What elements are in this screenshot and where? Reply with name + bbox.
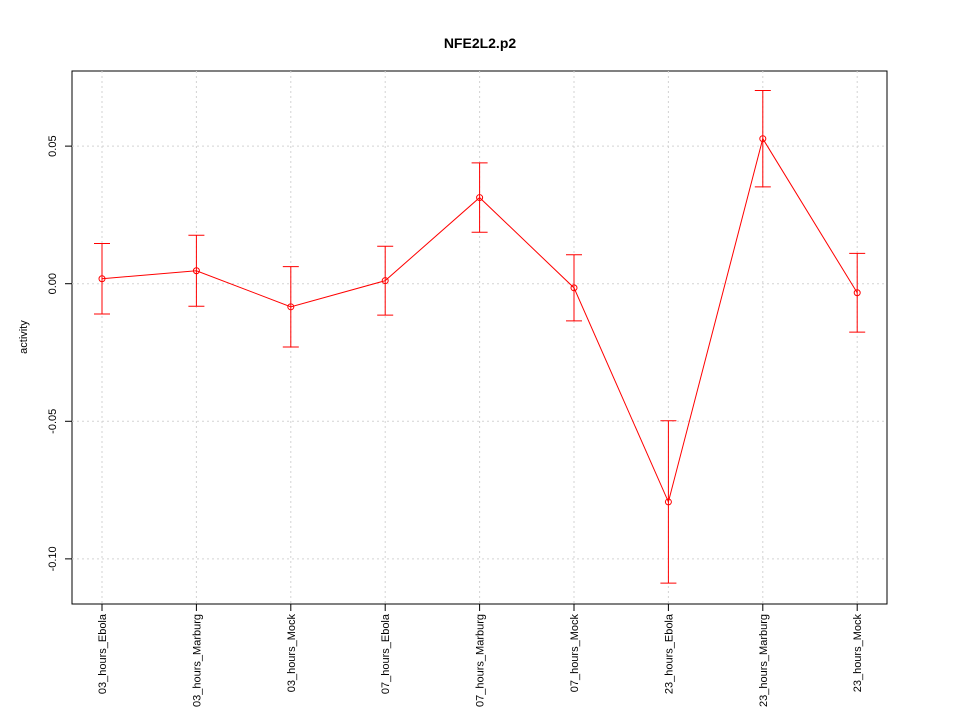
data-point	[570, 284, 578, 292]
y-tick-label: -0.10	[47, 546, 59, 571]
data-point	[287, 303, 295, 311]
x-tick-label: 07_hours_Mock	[569, 614, 581, 693]
data-point	[664, 498, 672, 506]
chart-title: NFE2L2.p2	[444, 35, 517, 51]
data-point	[192, 267, 200, 275]
y-axis-label: activity	[18, 320, 30, 354]
error-bar	[377, 245, 394, 316]
x-tick-label: 03_hours_Ebola	[97, 613, 109, 694]
error-bar	[849, 252, 866, 333]
data-point	[381, 277, 389, 285]
x-tick-label: 03_hours_Mock	[286, 614, 298, 693]
error-bar	[660, 420, 677, 584]
error-bar	[754, 90, 771, 188]
x-tick-label: 23_hours_Ebola	[663, 613, 675, 694]
data-point	[759, 135, 767, 143]
error-bar	[282, 266, 299, 348]
y-tick-label: 0.00	[47, 273, 59, 294]
data-point	[476, 194, 484, 202]
y-tick-label: -0.05	[47, 409, 59, 434]
error-bar	[188, 234, 205, 307]
x-tick-label: 23_hours_Marburg	[758, 614, 770, 707]
x-tick-label: 07_hours_Marburg	[475, 614, 487, 707]
x-tick-label: 23_hours_Mock	[852, 614, 864, 693]
error-bar	[94, 243, 110, 315]
error-bar	[471, 162, 488, 233]
data-point	[853, 289, 861, 297]
x-tick-label: 03_hours_Marburg	[191, 614, 203, 707]
y-tick-label: 0.05	[47, 135, 59, 156]
error-bar	[566, 254, 582, 322]
data-point	[98, 275, 106, 283]
x-tick-label: 07_hours_Ebola	[380, 613, 392, 694]
